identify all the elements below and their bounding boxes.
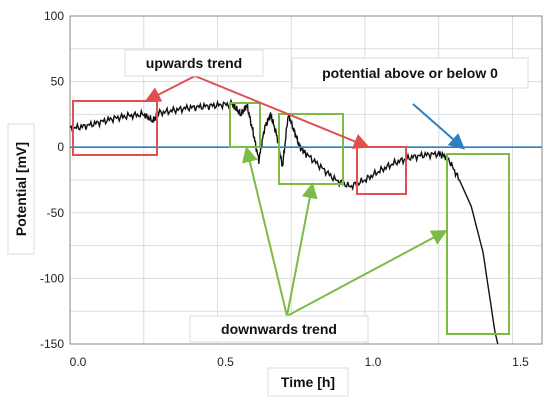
y-tick-label: 100 [44,9,64,23]
red-arrow-left [144,75,196,102]
y-tick-label: 0 [57,140,64,154]
arrows [144,75,466,317]
plot-frame [69,15,543,345]
potential-zero-text: potential above or below 0 [322,65,498,81]
label-downwards-trend: downwards trend [189,315,369,343]
x-tick-label: 0.5 [217,355,234,369]
red-arrow-right [194,75,370,149]
x-tick-label: 1.5 [512,355,529,369]
green-arrow-3 [286,230,448,317]
y-tick-label: -150 [40,337,64,351]
x-axis-title: Time [h] [281,374,335,390]
green-box-3 [446,153,510,335]
y-tick-label: -50 [47,206,65,220]
y-axis-title: Potential [mV] [13,142,29,236]
y-tick-label: -100 [40,271,64,285]
blue-arrow [412,103,466,150]
x-tick-label: 1.0 [365,355,382,369]
x-axis-ticks: 0.0 0.5 1.0 1.5 [70,355,530,369]
x-tick-label: 0.0 [70,355,87,369]
y-axis-title-box: Potential [mV] [7,123,35,255]
green-arrow-1 [242,146,288,317]
label-potential-zero: potential above or below 0 [291,57,529,89]
y-tick-label: 50 [51,75,65,89]
x-axis-title-box: Time [h] [267,367,349,397]
green-arrow-2 [286,182,318,317]
red-box-1 [72,100,158,156]
y-axis-ticks: 100 50 0 -50 -100 -150 [40,9,64,351]
potential-series-line [69,98,499,345]
red-box-2 [356,146,407,195]
upwards-trend-text: upwards trend [146,55,242,71]
downwards-trend-text: downwards trend [221,321,337,337]
label-upwards-trend: upwards trend [124,49,264,77]
